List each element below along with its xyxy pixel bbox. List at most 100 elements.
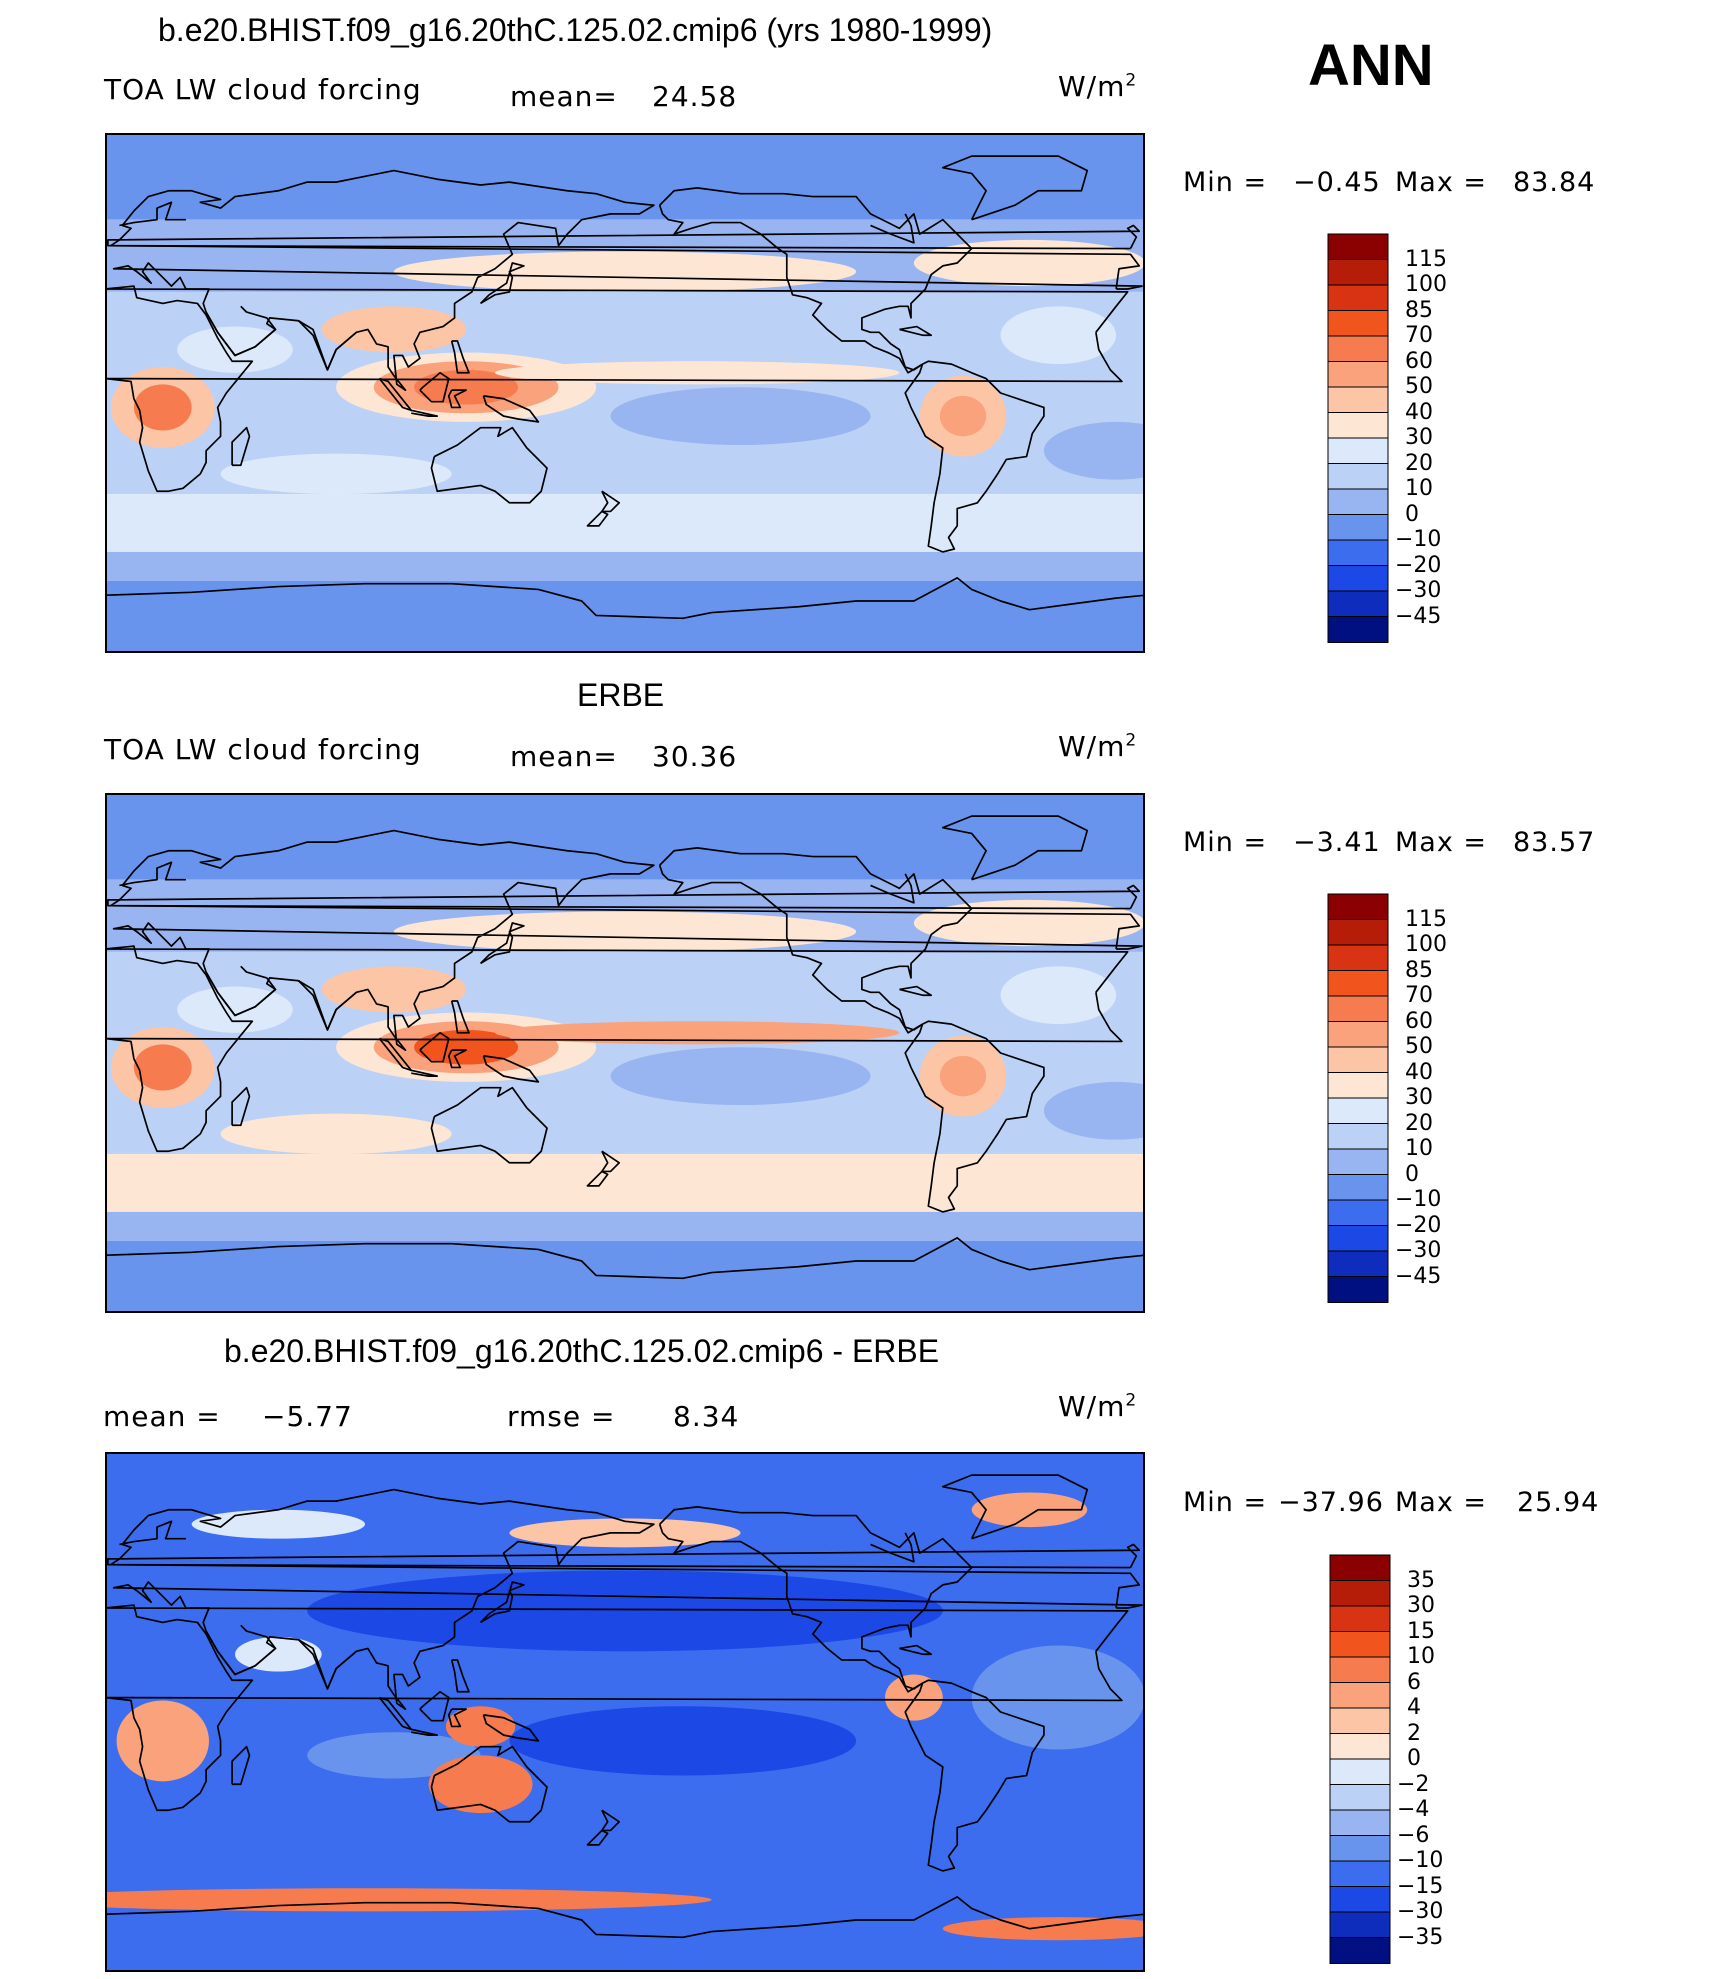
colorbar-label: 30: [1405, 1085, 1433, 1110]
coastline-india: [298, 1639, 357, 1690]
colorbar-label: 0: [1405, 1161, 1419, 1187]
colorbar-label: −10: [1397, 1848, 1444, 1873]
blob-arabia: [235, 1636, 322, 1672]
coastline-sulawesi: [447, 1049, 467, 1069]
blob-siberia: [191, 1509, 365, 1539]
blob-sahara-atlantic: [1000, 306, 1117, 365]
coastline-newguinea: [482, 1055, 540, 1083]
colorbar-swatch: [1329, 1656, 1391, 1684]
coastline-philippines: [450, 340, 470, 374]
colorbar-swatch: [1329, 1707, 1391, 1735]
coastline-philippines: [450, 1000, 470, 1034]
blob-greenland: [971, 1492, 1088, 1528]
coastline-uk: [107, 224, 1141, 250]
coastline-nz2: [586, 1170, 609, 1187]
coastlines: [105, 815, 1145, 1280]
colorbar-swatch: [1329, 1682, 1391, 1709]
colorbar-label: 20: [1405, 1110, 1433, 1136]
blob-arabian: [177, 986, 293, 1033]
blob-indian: [307, 1732, 481, 1779]
coastline-madagascar: [231, 1745, 251, 1786]
coastline-japan: [479, 262, 525, 305]
colorbar-label: −4: [1397, 1797, 1430, 1822]
coastline-arabia: [205, 305, 277, 357]
colorbar-label: −30: [1395, 1238, 1442, 1263]
coastline-namerica: [658, 1506, 1045, 1872]
colorbar-label: 20: [1405, 450, 1433, 476]
panel-3-max-value: 25.94: [1517, 1487, 1600, 1518]
blob-atlantic-low: [1043, 1081, 1145, 1140]
colorbar-label: −20: [1395, 552, 1442, 578]
coastline-borneo: [419, 1690, 450, 1722]
blob-atlantic-low: [1043, 421, 1145, 480]
colorbar-swatch: [1327, 1250, 1389, 1278]
blob-arabian: [177, 326, 293, 373]
colorbar-label: 115: [1405, 906, 1447, 932]
coastline-java: [411, 1728, 439, 1736]
colorbar-label: 15: [1407, 1618, 1435, 1644]
coastline-borneo: [419, 1031, 450, 1063]
coastline-hudson: [870, 213, 915, 244]
blob-bay-bengal: [321, 306, 467, 353]
coastline-arabia: [205, 965, 277, 1017]
colorbar-label: −2: [1397, 1771, 1430, 1797]
colorbar-label: 50: [1405, 1034, 1433, 1059]
colorbar-label: 0: [1407, 1746, 1421, 1771]
blob-east-pacific-low: [610, 1047, 871, 1105]
panel-2-mean-label: mean=: [510, 740, 618, 773]
colorbar-swatch: [1327, 488, 1389, 516]
colorbar-swatch: [1327, 1276, 1389, 1303]
colorbar-swatch: [1327, 259, 1389, 286]
coastline-australia: [430, 426, 548, 504]
coastline-india: [298, 980, 357, 1031]
colorbar-swatch: [1327, 386, 1389, 414]
panel-2-map: [105, 793, 1145, 1313]
coastline-greenland: [941, 815, 1089, 881]
band-southern-ocean: [105, 551, 1145, 581]
coastline-japan: [479, 1581, 525, 1624]
colorbar-label: 30: [1407, 1593, 1435, 1618]
coastline-philippines: [450, 1659, 470, 1693]
panel-1-min-label: Min =: [1183, 167, 1268, 198]
colorbar-swatch: [1327, 565, 1389, 592]
colorbar-swatch: [1329, 1886, 1391, 1913]
blob-maritime-core: [414, 1029, 519, 1065]
blob-amazon-core: [939, 395, 987, 437]
panel-3-rmse-value: 8.34: [673, 1400, 740, 1433]
coastline-cuba: [899, 985, 933, 997]
panel-2-max-value: 83.57: [1513, 827, 1596, 858]
colorbar-swatch: [1327, 919, 1389, 946]
map-frame: [105, 793, 1145, 1313]
colorbar-label: 40: [1405, 399, 1433, 425]
coastline-africa: [105, 285, 1129, 493]
colorbar-swatch: [1327, 1199, 1389, 1227]
coastline-hudson: [870, 873, 915, 904]
colorbar-swatch: [1329, 1784, 1391, 1811]
colorbar-swatch: [1329, 1733, 1391, 1760]
colorbar-swatch: [1329, 1835, 1391, 1862]
coastline-cuba: [899, 325, 933, 337]
colorbar-label: 100: [1405, 932, 1447, 957]
coastline-scandi: [119, 1520, 186, 1546]
panel-3-max-label: Max =: [1395, 1487, 1488, 1518]
colorbar-swatch: [1329, 1605, 1391, 1633]
colorbar-swatches: [1327, 893, 1389, 1303]
colorbar-label: −30: [1397, 1899, 1444, 1924]
colorbar-swatch: [1327, 616, 1389, 643]
colorbar-label: 10: [1405, 476, 1433, 501]
coastline-africa: [105, 1604, 1129, 1812]
colorbar-swatch: [1327, 514, 1389, 541]
colorbar-swatch: [1327, 1225, 1389, 1252]
colorbar-swatch: [1329, 1937, 1391, 1964]
band-arctic: [105, 793, 1145, 880]
coastline-nz: [601, 1809, 621, 1832]
blob-antarctic-pos: [105, 1888, 712, 1912]
panel-1-field-label: TOA LW cloud forcing: [104, 73, 422, 106]
colorbar-swatch: [1327, 437, 1389, 465]
colorbar-swatch: [1327, 590, 1389, 618]
blob-australia: [428, 1755, 533, 1814]
colorbar-swatch: [1327, 539, 1389, 567]
band-southern-storm-track: [105, 494, 1145, 552]
colorbar-label: 6: [1407, 1669, 1421, 1695]
colorbar-swatch: [1329, 1758, 1391, 1786]
